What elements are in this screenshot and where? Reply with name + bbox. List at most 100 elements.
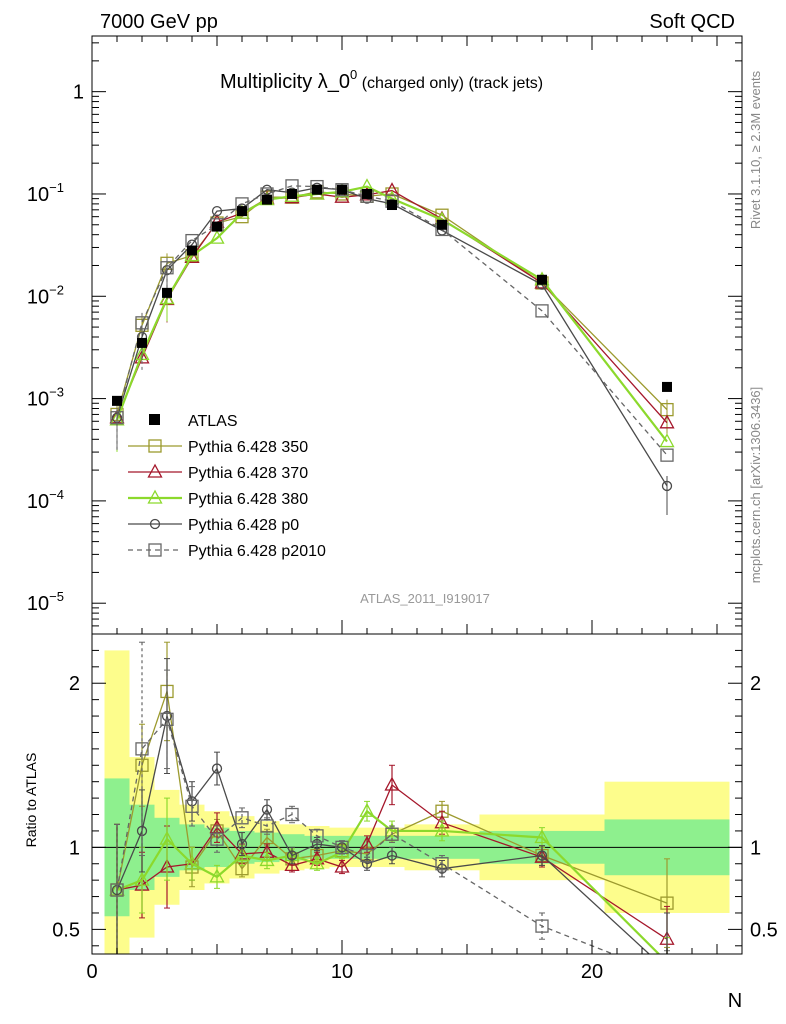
ratio-point-p380 — [234, 847, 250, 862]
main-series-p2010 — [110, 179, 674, 462]
ratio-point-p380 — [534, 829, 550, 844]
ratio-point-p380 — [359, 802, 375, 817]
axes: 110−110−210−310−410−50.5 0.51 12 20 10 20 — [27, 36, 778, 983]
main-series-p370 — [109, 182, 675, 450]
ratio-axis-label: Ratio to ATLAS — [23, 753, 39, 848]
ratio-point-p2010 — [210, 832, 224, 846]
data-point — [137, 337, 147, 348]
ratio-point-p380 — [134, 871, 150, 886]
ratio-tick-label-right: 2 — [750, 673, 761, 695]
legend-label-data: ATLAS — [188, 413, 238, 430]
data-point — [162, 287, 172, 298]
ratio-point-p380 — [184, 855, 200, 870]
main-point-p370 — [184, 249, 200, 264]
main-point-p0 — [211, 205, 223, 217]
main-point-p0 — [661, 480, 673, 492]
ratio-point-p2010 — [160, 712, 174, 726]
y-tick-label: 10−3 — [27, 385, 64, 411]
ratio-series-p2010 — [110, 641, 670, 954]
ratio-point-p2010 — [360, 848, 374, 863]
ratio-point-p0 — [236, 838, 248, 850]
main-series-p380 — [109, 178, 675, 452]
ratio-point-p2010 — [260, 819, 274, 833]
header-left: 7000 GeV pp — [100, 11, 218, 33]
ratio-point-p380 — [259, 852, 275, 867]
plot-title-main: Multiplicity λ_0 — [220, 71, 350, 93]
main-point-p2010 — [535, 304, 549, 318]
ratio-point-p350 — [135, 758, 149, 772]
x-tick-label: 0 — [86, 961, 97, 983]
ratio-point-p0 — [536, 850, 548, 861]
ratio-point-p2010 — [535, 919, 549, 933]
data-point — [362, 188, 372, 199]
plot-title-sup: 0 — [350, 67, 357, 82]
main-point-p2010 — [660, 448, 674, 462]
plot-title-suffix: (charged only) (track jets) — [357, 75, 543, 92]
ratio-point-p0 — [286, 850, 298, 861]
ratio-point-p2010 — [285, 807, 299, 822]
ratio-point-p0 — [361, 858, 373, 869]
legend-marker-p370 — [147, 463, 163, 478]
data-point — [337, 184, 347, 195]
legend-label-p350: Pythia 6.428 350 — [188, 439, 308, 456]
data-point — [312, 184, 322, 195]
legend-marker-p350 — [148, 439, 162, 453]
legend-marker-p380 — [147, 489, 163, 504]
data-point — [212, 221, 222, 232]
ratio-point-p2010 — [185, 799, 199, 813]
ratio-tick-label: 2 — [69, 673, 80, 695]
main-point-p2010 — [160, 261, 174, 275]
ratio-bands — [92, 650, 742, 954]
legend-label-p2010: Pythia 6.428 p2010 — [188, 543, 326, 560]
ratio-point-p0 — [211, 763, 223, 774]
data-point — [537, 274, 547, 285]
main-series-p350 — [110, 185, 674, 447]
ratio-point-p380 — [384, 822, 400, 837]
main-point-p0 — [261, 184, 273, 195]
y-tick-label: 10−4 — [27, 487, 64, 513]
main-point-p2010 — [335, 183, 349, 197]
main-line-p2010 — [116, 185, 668, 456]
data-point — [287, 188, 297, 199]
data-point — [262, 194, 272, 205]
ratio-tick-label-right: 0.5 — [750, 919, 778, 941]
main-point-p370 — [659, 414, 675, 429]
legend-label-p370: Pythia 6.428 370 — [188, 465, 308, 482]
legend-marker-data — [149, 414, 160, 425]
data-point — [437, 219, 447, 230]
analysis-watermark: ATLAS_2011_I919017 — [360, 591, 490, 606]
y-tick-label: 10−2 — [27, 282, 64, 308]
ratio-point-p2010 — [235, 811, 249, 825]
ratio-point-p0 — [311, 838, 323, 850]
ratio-point-p2010 — [335, 840, 349, 854]
main-point-p2010 — [110, 411, 124, 425]
rivet-label: Rivet 3.1.10, ≥ 2.3M events — [748, 70, 763, 229]
main-series-data — [112, 184, 672, 406]
ratio-point-p370 — [384, 776, 400, 791]
x-tick-label: 20 — [581, 961, 603, 983]
ratio-point-p0 — [386, 850, 398, 861]
plot-series — [109, 178, 675, 954]
ratio-point-p2010 — [385, 827, 399, 841]
ratio-point-p380 — [309, 855, 325, 870]
main-line-p380 — [115, 185, 668, 443]
legend-marker-p2010 — [148, 543, 162, 557]
main-point-p380 — [209, 229, 225, 244]
ratio-point-p2010 — [435, 857, 449, 871]
data-point — [387, 200, 397, 211]
y-tick-label: 1 — [73, 82, 84, 104]
ratio-point-p2010 — [110, 883, 124, 897]
main-point-p380 — [659, 433, 675, 448]
ratio-tick-label: 0.5 — [52, 919, 80, 941]
legend: ATLAS Pythia 6.428 350 Pythia 6.428 370 Pyt… — [128, 413, 326, 560]
ratio-point-p0 — [261, 804, 273, 815]
data-point — [187, 245, 197, 256]
mcplots-label: mcplots.cern.ch [arXiv:1306.3436] — [748, 387, 763, 584]
ratio-point-p370 — [284, 857, 300, 872]
y-tick-label: 10−1 — [27, 180, 64, 206]
ratio-point-p2010 — [135, 742, 149, 756]
legend-marker-p0 — [149, 518, 161, 530]
data-point — [662, 381, 672, 392]
header-right: Soft QCD — [649, 11, 735, 33]
